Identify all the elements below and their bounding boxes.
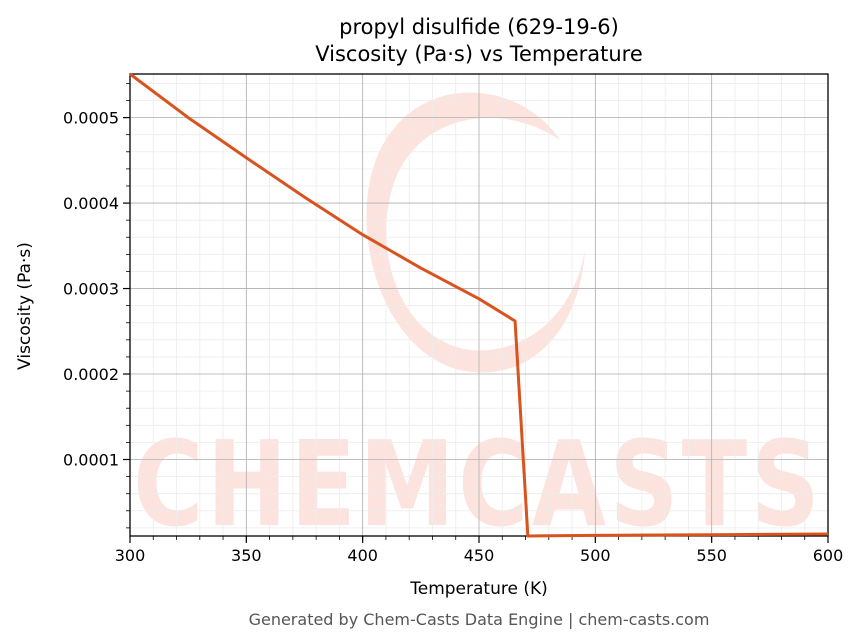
watermark-text: CHEMCASTS [133, 415, 823, 553]
x-axis-ticks: 300 350 400 450 500 550 600 [115, 536, 844, 565]
y-tick-label: 0.0001 [63, 450, 119, 469]
footer-credit: Generated by Chem-Casts Data Engine | ch… [249, 610, 710, 629]
chart-title: propyl disulfide (629-19-6) [339, 15, 619, 39]
x-tick-label: 500 [580, 546, 611, 565]
chart-subtitle: Viscosity (Pa·s) vs Temperature [315, 42, 643, 66]
y-tick-label: 0.0005 [63, 109, 119, 128]
y-tick-label: 0.0002 [63, 365, 119, 384]
x-tick-label: 300 [115, 546, 146, 565]
x-tick-label: 400 [347, 546, 378, 565]
y-tick-label: 0.0003 [63, 280, 119, 299]
y-axis-label: Viscosity (Pa·s) [15, 242, 35, 370]
x-tick-label: 600 [813, 546, 844, 565]
x-axis-label: Temperature (K) [409, 579, 548, 599]
series-line [129, 72, 829, 538]
y-axis-ticks: 0.0001 0.0002 0.0003 0.0004 0.0005 [63, 83, 130, 529]
y-tick-label: 0.0004 [63, 194, 119, 213]
x-tick-label: 450 [464, 546, 495, 565]
x-tick-label: 350 [231, 546, 262, 565]
x-tick-label: 550 [696, 546, 727, 565]
watermark: CHEMCASTS [133, 92, 823, 553]
series-layer [129, 72, 829, 538]
